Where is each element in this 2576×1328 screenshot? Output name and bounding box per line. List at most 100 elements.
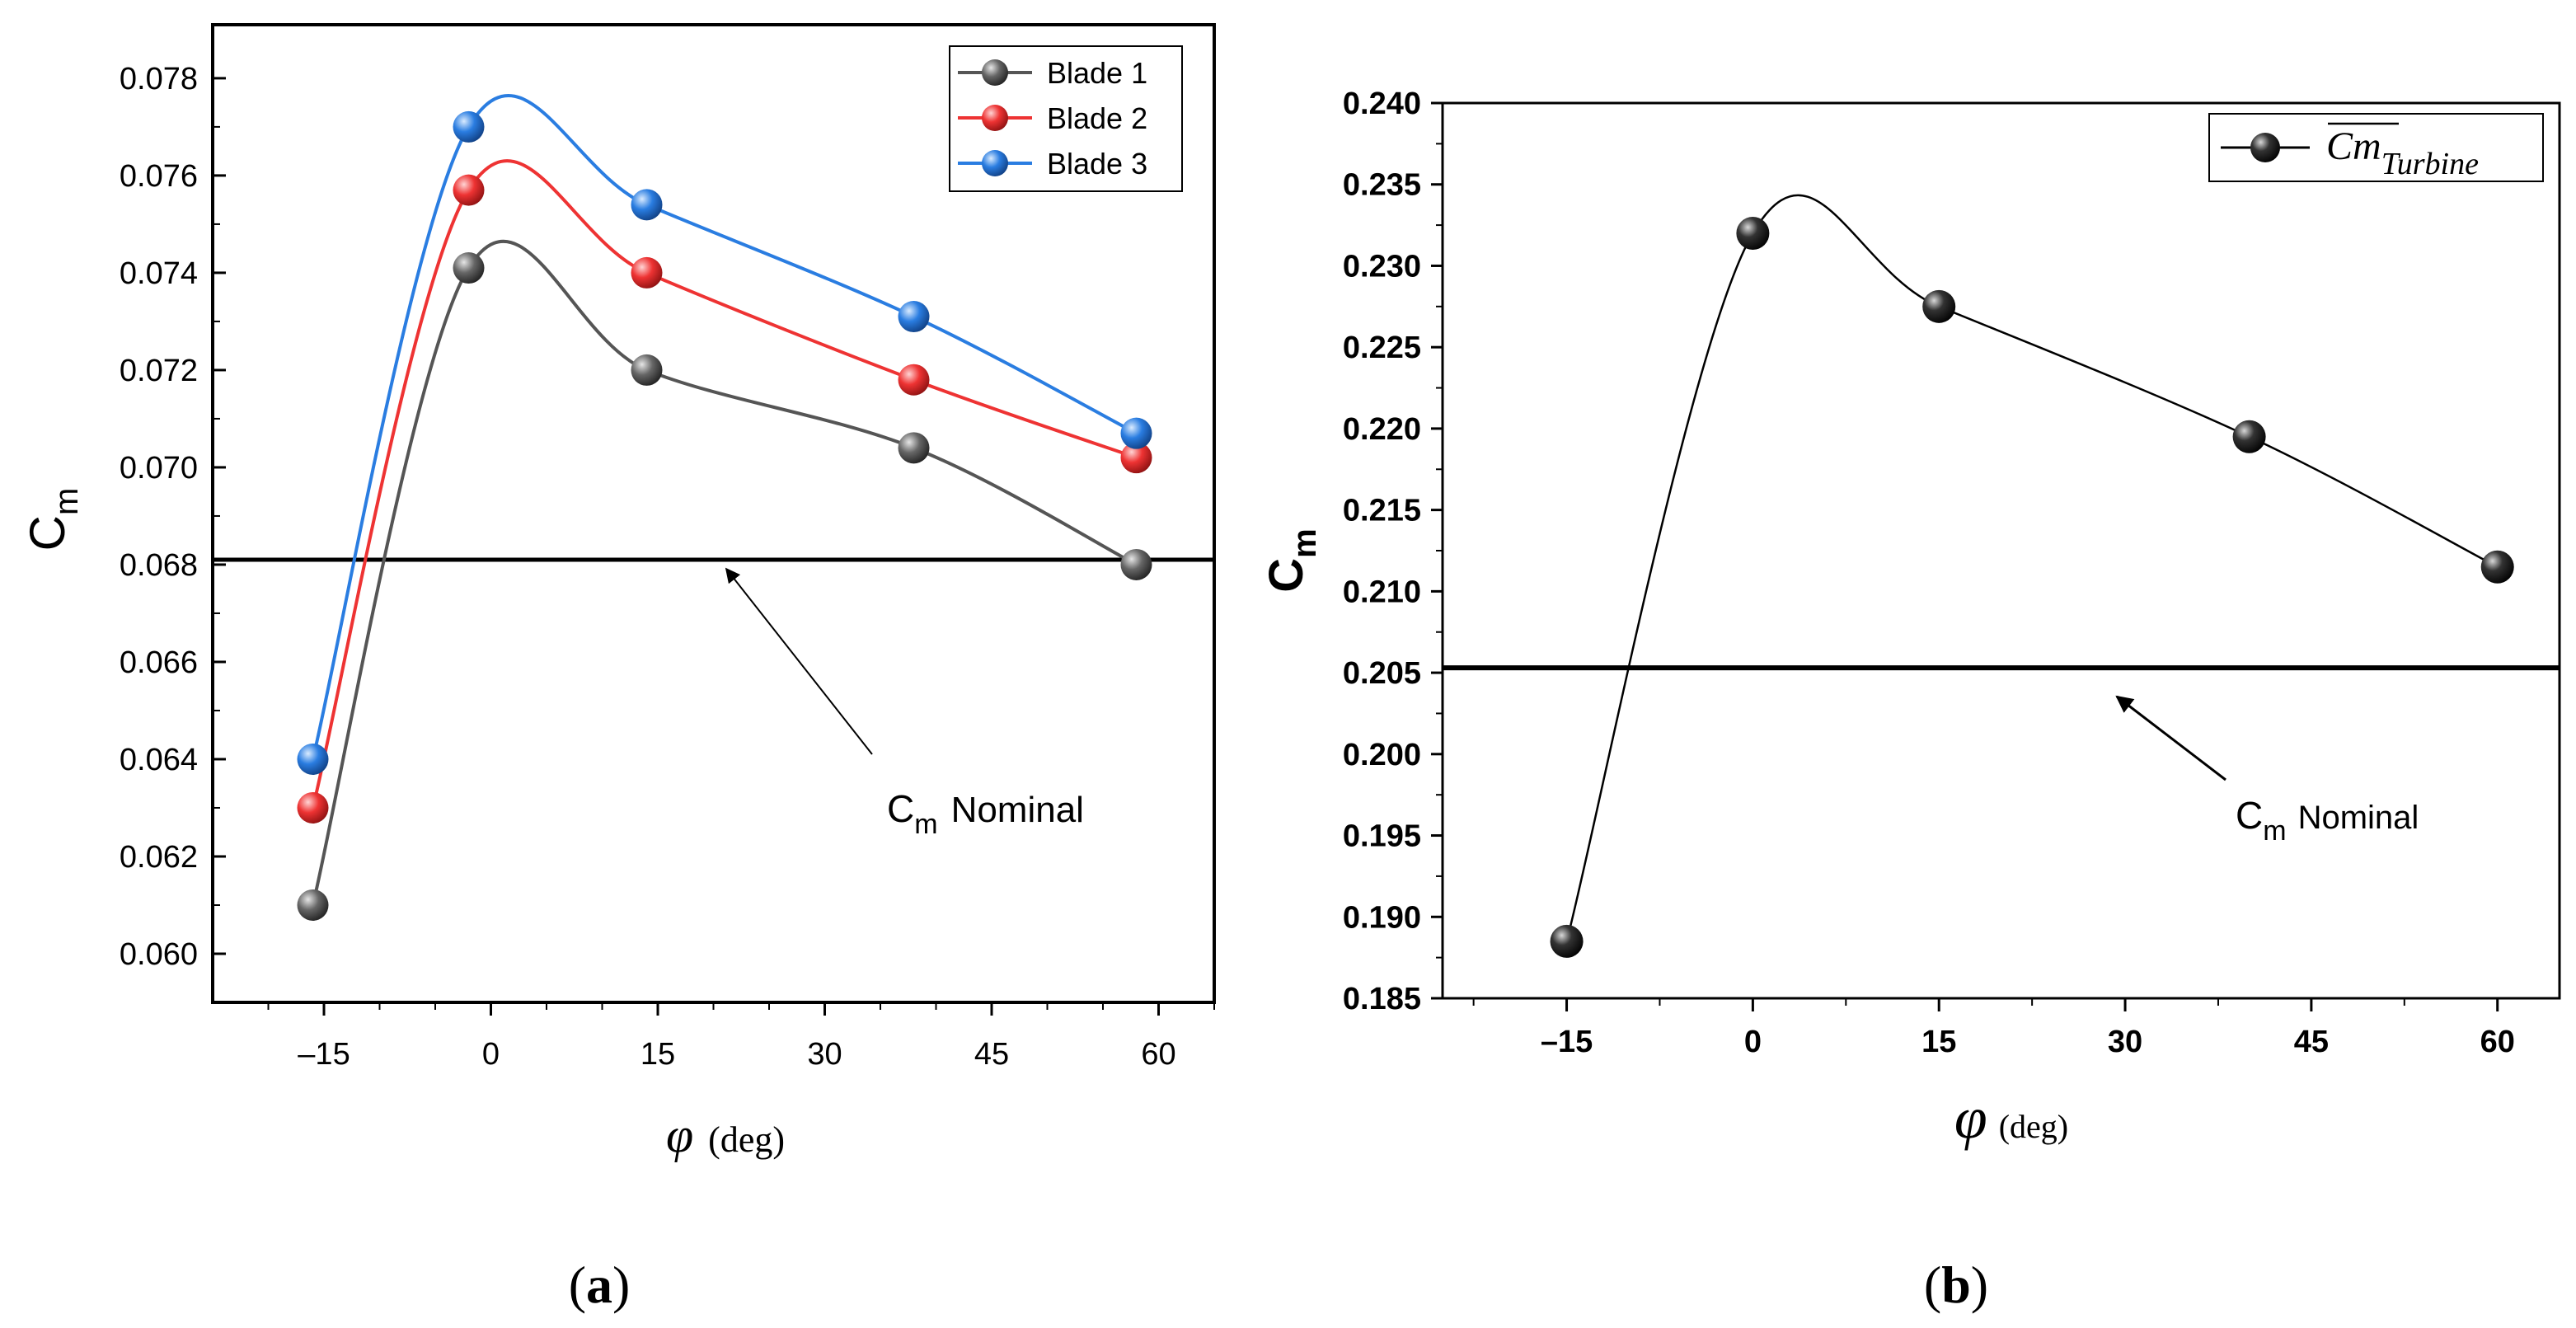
series-line-2 bbox=[311, 159, 1138, 809]
x-tick-label-b: 45 bbox=[2294, 1025, 2329, 1059]
x-axis-label-a: φ (deg) bbox=[666, 1108, 785, 1162]
y-tick-label-a: 0.076 bbox=[120, 159, 198, 194]
nominal-label-b: Cm Nominal bbox=[2236, 794, 2419, 847]
legend-marker-3 bbox=[982, 150, 1008, 176]
nominal-arrow-b bbox=[2115, 695, 2226, 781]
y-axis-label-sub-b: m bbox=[1287, 528, 1323, 558]
y-tick-label-a: 0.068 bbox=[120, 548, 198, 583]
x-tick-label-a: 30 bbox=[807, 1037, 842, 1072]
y-tick-label-b: 0.225 bbox=[1343, 331, 1421, 365]
data-point-blade-1 bbox=[1120, 548, 1152, 580]
data-point-blade-1 bbox=[297, 889, 329, 921]
y-axis-label-a: Cm bbox=[20, 488, 85, 551]
y-tick-label-b: 0.185 bbox=[1343, 982, 1421, 1016]
nominal-label-main-b: C bbox=[2236, 794, 2263, 837]
y-tick-label-a: 0.078 bbox=[120, 62, 198, 96]
panel-label-close-b: ) bbox=[1971, 1255, 1988, 1314]
x-tick-label-a: 0 bbox=[482, 1037, 500, 1072]
y-tick-label-b: 0.210 bbox=[1343, 575, 1421, 609]
legend-marker-b bbox=[2250, 133, 2280, 162]
x-axis-unit-b: (deg) bbox=[1999, 1108, 2068, 1145]
y-tick-label-b: 0.195 bbox=[1343, 819, 1421, 854]
nominal-label-sub-b: m bbox=[2263, 815, 2286, 847]
y-tick-label-a: 0.070 bbox=[120, 451, 198, 486]
y-axis-label-main-a: C bbox=[20, 515, 75, 551]
data-point-blade-3 bbox=[453, 110, 485, 143]
nominal-arrow-a bbox=[725, 567, 873, 755]
data-point-blade-3 bbox=[1120, 417, 1152, 449]
x-tick-label-a: –15 bbox=[298, 1037, 350, 1072]
data-point-blade-2 bbox=[631, 256, 663, 289]
nominal-label-suffix-a: Nominal bbox=[951, 790, 1084, 830]
data-point-turbine bbox=[2232, 420, 2266, 453]
legend-label-sub-b: Turbine bbox=[2381, 147, 2479, 181]
y-tick-label-b: 0.215 bbox=[1343, 494, 1421, 528]
y-tick-label-a: 0.062 bbox=[120, 840, 198, 875]
x-tick-label-a: 60 bbox=[1141, 1037, 1175, 1072]
legend-label-1: Blade 1 bbox=[1047, 56, 1147, 90]
data-point-blade-2 bbox=[297, 791, 329, 824]
y-tick-label-b: 0.220 bbox=[1343, 412, 1421, 447]
data-point-turbine bbox=[1550, 924, 1584, 958]
nominal-label-sub-a: m bbox=[914, 809, 937, 840]
legend-label-2: Blade 2 bbox=[1047, 101, 1147, 135]
x-axis-symbol-b: φ bbox=[1954, 1085, 1987, 1151]
y-axis-label-main-b: C bbox=[1260, 558, 1313, 593]
nominal-label-suffix-b: Nominal bbox=[2298, 800, 2419, 836]
legend-label-3: Blade 3 bbox=[1047, 147, 1147, 181]
legend-marker-2 bbox=[982, 105, 1008, 131]
data-point-blade-3 bbox=[297, 743, 329, 775]
series-line-3 bbox=[311, 93, 1138, 760]
y-tick-label-a: 0.060 bbox=[120, 937, 198, 972]
chart-b: 0.185 0.190 0.195 0.200 0.205 0.210 0.215 0.220… bbox=[1260, 87, 2561, 1314]
y-tick-label-a: 0.064 bbox=[120, 743, 198, 777]
data-point-turbine bbox=[1736, 216, 1770, 250]
panel-label-open-a: ( bbox=[569, 1255, 586, 1314]
data-point-blade-2 bbox=[1120, 442, 1152, 474]
data-point-blade-3 bbox=[898, 301, 930, 333]
data-point-blade-3 bbox=[631, 189, 663, 221]
data-point-blade-2 bbox=[898, 364, 930, 396]
y-axis-label-b: Cm bbox=[1260, 528, 1323, 592]
panel-label-letter-a: a bbox=[586, 1255, 612, 1314]
panel-label-close-a: ) bbox=[612, 1255, 630, 1314]
panel-label-a: (a) bbox=[569, 1255, 631, 1314]
series-line-1 bbox=[311, 240, 1138, 906]
x-tick-label-b: 15 bbox=[1921, 1025, 1956, 1059]
nominal-label-main-a: C bbox=[887, 787, 914, 830]
data-point-blade-1 bbox=[631, 354, 663, 386]
legend-label-main-b: Cm bbox=[2326, 124, 2381, 168]
y-tick-label-b: 0.230 bbox=[1343, 249, 1421, 284]
y-axis-label-sub-a: m bbox=[49, 488, 85, 515]
y-tick-label-b: 0.235 bbox=[1343, 168, 1421, 203]
nominal-label-a: Cm Nominal bbox=[887, 787, 1084, 840]
y-tick-label-b: 0.190 bbox=[1343, 900, 1421, 935]
data-point-turbine bbox=[1922, 289, 1956, 323]
panel-label-b: (b) bbox=[1924, 1255, 1988, 1314]
y-tick-label-b: 0.205 bbox=[1343, 656, 1421, 691]
x-axis-label-b: φ (deg) bbox=[1954, 1085, 2068, 1151]
x-axis-unit-a: (deg) bbox=[708, 1119, 785, 1160]
y-tick-label-a: 0.074 bbox=[120, 256, 198, 291]
x-tick-label-a: 45 bbox=[974, 1037, 1009, 1072]
legend-label-b: CmTurbine bbox=[2326, 124, 2479, 181]
x-axis-symbol-a: φ bbox=[666, 1108, 693, 1162]
legend-marker-1 bbox=[982, 59, 1008, 86]
x-tick-label-a: 15 bbox=[640, 1037, 675, 1072]
plot-frame-b bbox=[1441, 101, 2561, 1000]
data-point-blade-1 bbox=[453, 252, 485, 284]
panel-label-open-b: ( bbox=[1924, 1255, 1941, 1314]
x-tick-label-b: 0 bbox=[1744, 1025, 1762, 1059]
x-tick-label-b: –15 bbox=[1541, 1025, 1593, 1059]
data-point-blade-2 bbox=[453, 174, 485, 206]
chart-a: 0.060 0.062 0.064 0.066 0.068 0.070 0.072 0.074… bbox=[20, 23, 1216, 1314]
y-tick-label-b: 0.240 bbox=[1343, 87, 1421, 121]
series-line-turbine bbox=[1565, 194, 2499, 942]
y-tick-label-a: 0.066 bbox=[120, 645, 198, 680]
y-tick-label-a: 0.072 bbox=[120, 354, 198, 388]
x-tick-label-b: 30 bbox=[2108, 1025, 2142, 1059]
panel-label-letter-b: b bbox=[1941, 1255, 1971, 1314]
y-tick-label-b: 0.200 bbox=[1343, 738, 1421, 772]
data-point-blade-1 bbox=[898, 432, 930, 464]
